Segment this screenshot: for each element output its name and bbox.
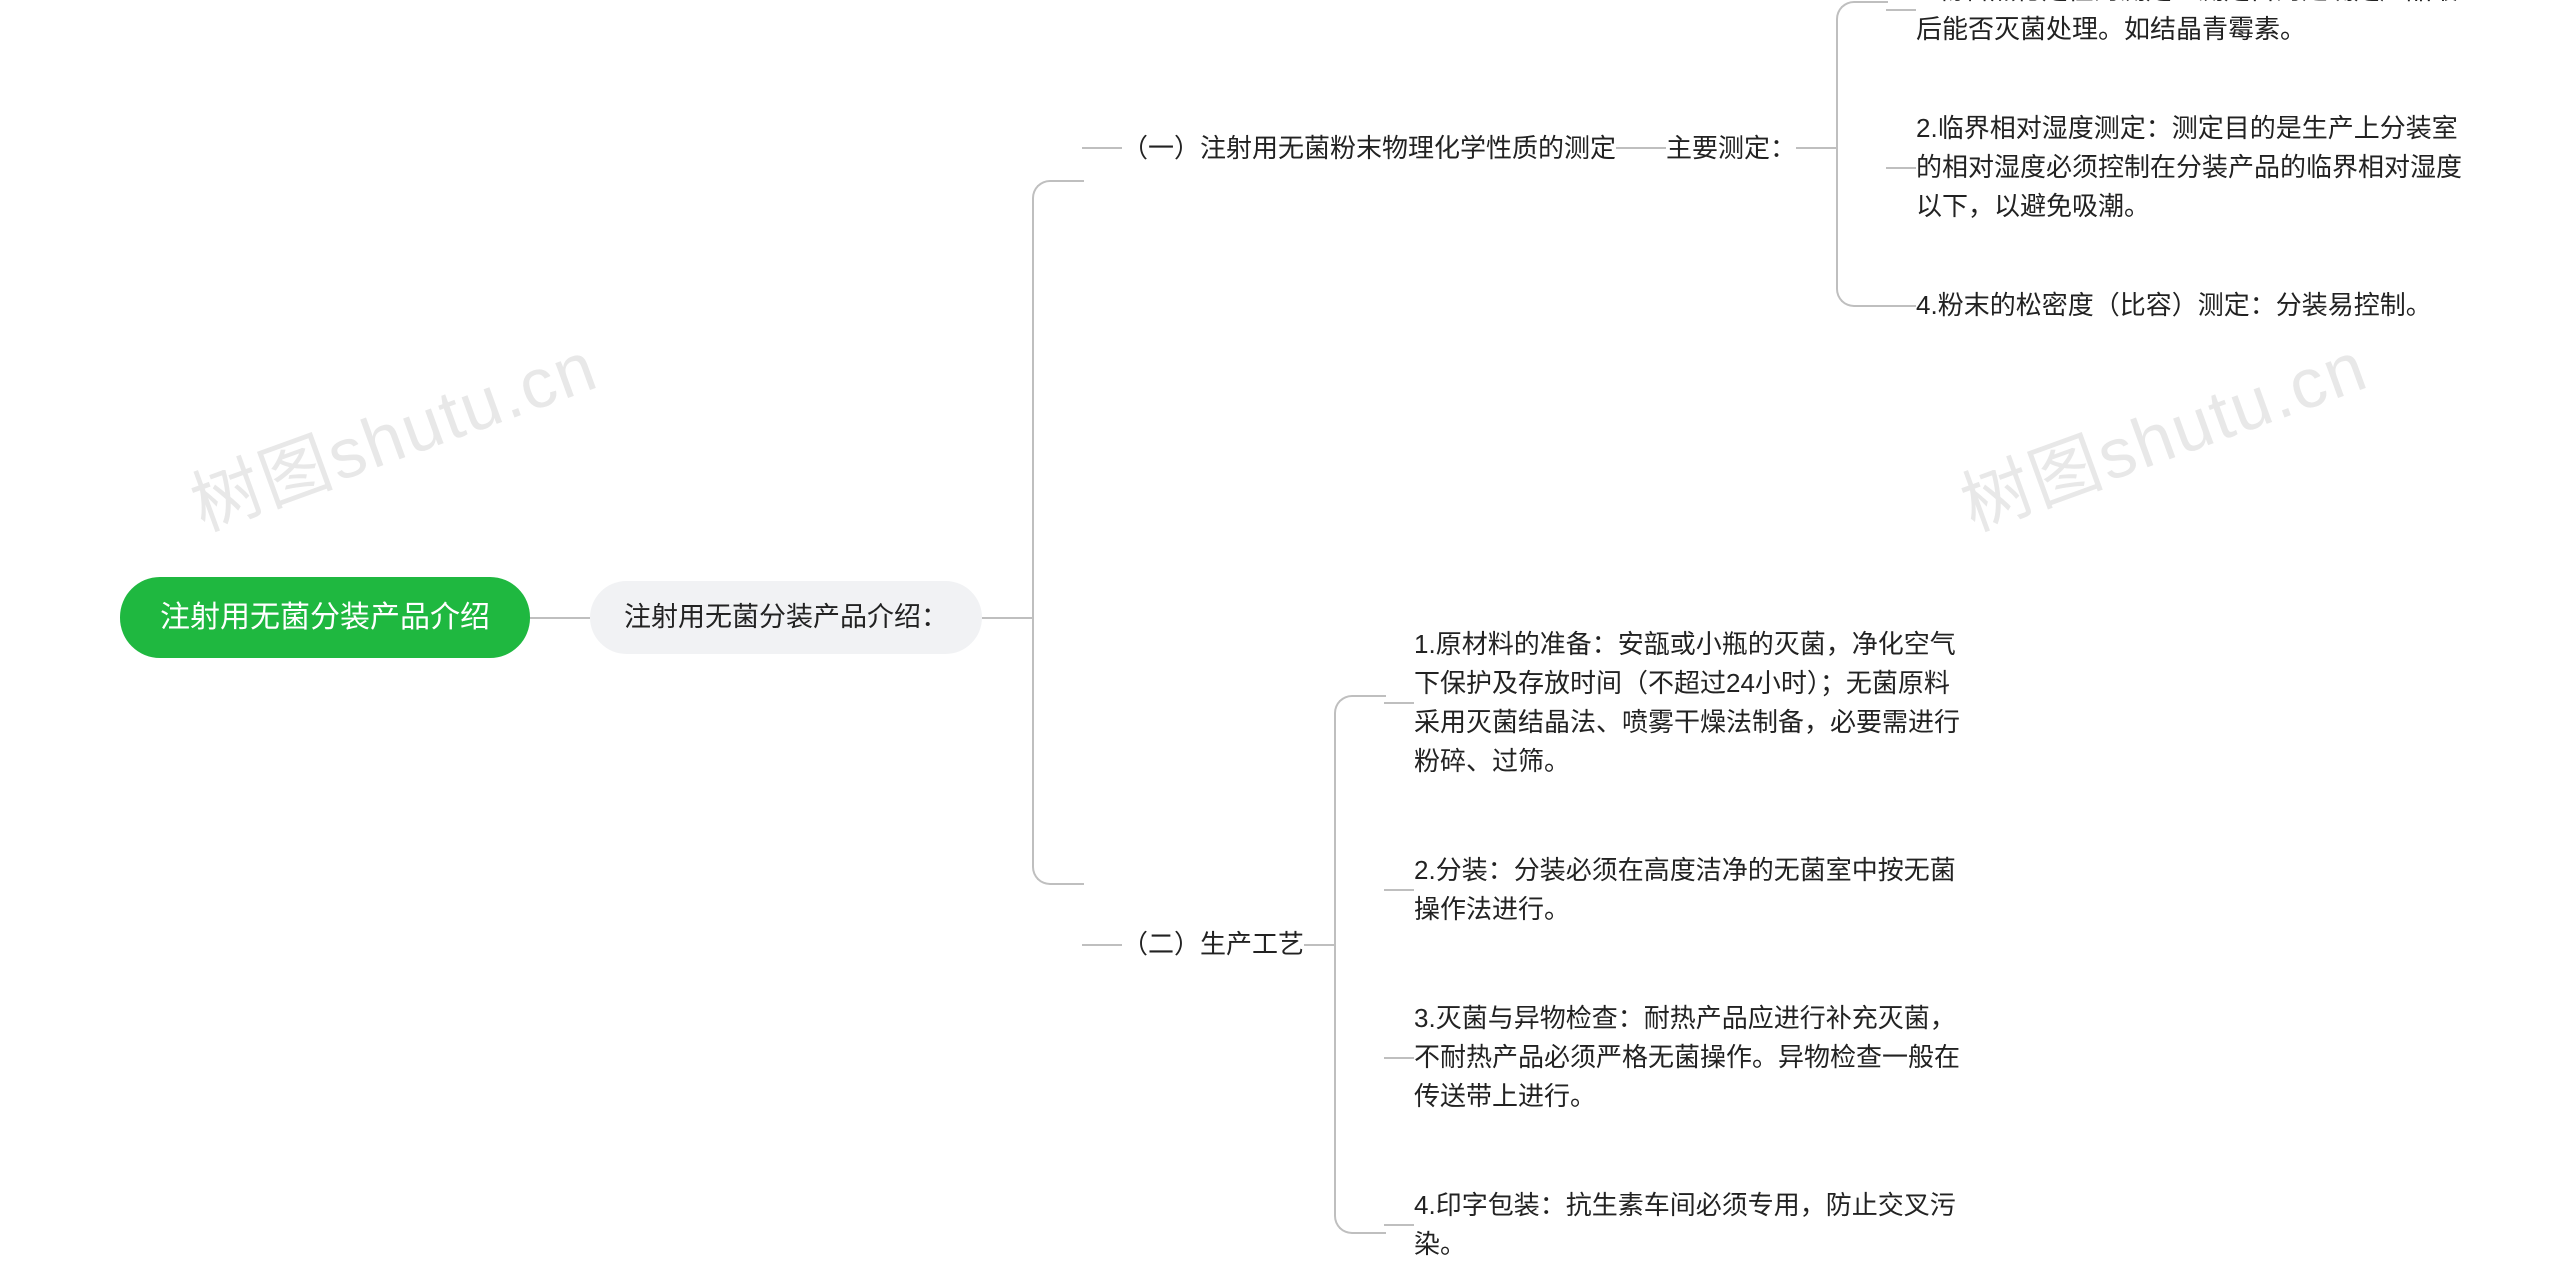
bracket bbox=[1032, 0, 1082, 1235]
connector bbox=[1796, 147, 1836, 149]
leaf: 3.灭菌与异物检查：耐热产品应进行补充灭菌，不耐热产品必须严格无菌操作。异物检查… bbox=[1414, 999, 1974, 1116]
connector bbox=[1304, 944, 1334, 946]
connector bbox=[1616, 147, 1666, 149]
connector bbox=[1886, 9, 1916, 11]
leaf-row: 1.原材料的准备：安瓿或小瓶的灭菌，净化空气下保护及存放时间（不超过24小时）；… bbox=[1384, 625, 1974, 781]
connector bbox=[1082, 147, 1122, 149]
connector bbox=[982, 617, 1032, 619]
branch-b-leaves: 1.原材料的准备：安瓿或小瓶的灭菌，净化空气下保护及存放时间（不超过24小时）；… bbox=[1384, 625, 1974, 1264]
branch-a-label: （一）注射用无菌粉末物理化学性质的测定 bbox=[1122, 125, 1616, 172]
connector bbox=[1886, 305, 1916, 307]
branch-b: （二）生产工艺 1.原材料的准备：安瓿或小瓶的灭菌，净化空气下保护及存放时间（不… bbox=[1082, 625, 2476, 1264]
branch-a-sub-label: 主要测定： bbox=[1666, 125, 1796, 172]
branch-a: （一）注射用无菌粉末物理化学性质的测定 主要测定： 1.物料热稳定性的测定：测定… bbox=[1082, 0, 2476, 325]
branch-b-label: （二）生产工艺 bbox=[1122, 921, 1304, 968]
leaf: 1.原材料的准备：安瓿或小瓶的灭菌，净化空气下保护及存放时间（不超过24小时）；… bbox=[1414, 625, 1974, 781]
connector bbox=[1384, 1224, 1414, 1226]
connector bbox=[1082, 944, 1122, 946]
root-node: 注射用无菌分装产品介绍 bbox=[120, 577, 530, 658]
branch-a-leaves: 1.物料热稳定性的测定：测定目的是确定产品最后能否灭菌处理。如结晶青霉素。 2.… bbox=[1886, 0, 2476, 325]
connector bbox=[530, 617, 590, 619]
connector bbox=[1384, 702, 1414, 704]
connector bbox=[1886, 167, 1916, 169]
connector bbox=[1384, 1057, 1414, 1059]
leaf-row: 2.临界相对湿度测定：测定目的是生产上分装室的相对湿度必须控制在分装产品的临界相… bbox=[1886, 109, 2476, 226]
level2-column: （一）注射用无菌粉末物理化学性质的测定 主要测定： 1.物料热稳定性的测定：测定… bbox=[1082, 0, 2476, 1264]
leaf: 4.粉末的松密度（比容）测定：分装易控制。 bbox=[1916, 286, 2432, 325]
bracket bbox=[1836, 0, 1886, 325]
leaf: 4.印字包装：抗生素车间必须专用，防止交叉污染。 bbox=[1414, 1186, 1974, 1264]
leaf: 2.分装：分装必须在高度洁净的无菌室中按无菌操作法进行。 bbox=[1414, 851, 1974, 929]
mindmap: 注射用无菌分装产品介绍 注射用无菌分装产品介绍： （一）注射用无菌粉末物理化学性… bbox=[120, 0, 2476, 1235]
leaf-row: 1.物料热稳定性的测定：测定目的是确定产品最后能否灭菌处理。如结晶青霉素。 bbox=[1886, 0, 2476, 49]
leaf-row: 4.粉末的松密度（比容）测定：分装易控制。 bbox=[1886, 286, 2476, 325]
leaf-row: 3.灭菌与异物检查：耐热产品应进行补充灭菌，不耐热产品必须严格无菌操作。异物检查… bbox=[1384, 999, 1974, 1116]
connector bbox=[1384, 889, 1414, 891]
leaf-row: 4.印字包装：抗生素车间必须专用，防止交叉污染。 bbox=[1384, 1186, 1974, 1264]
leaf: 1.物料热稳定性的测定：测定目的是确定产品最后能否灭菌处理。如结晶青霉素。 bbox=[1916, 0, 2476, 49]
leaf: 2.临界相对湿度测定：测定目的是生产上分装室的相对湿度必须控制在分装产品的临界相… bbox=[1916, 109, 2476, 226]
level1-node: 注射用无菌分装产品介绍： bbox=[590, 581, 982, 654]
leaf-row: 2.分装：分装必须在高度洁净的无菌室中按无菌操作法进行。 bbox=[1384, 851, 1974, 929]
bracket bbox=[1334, 625, 1384, 1264]
